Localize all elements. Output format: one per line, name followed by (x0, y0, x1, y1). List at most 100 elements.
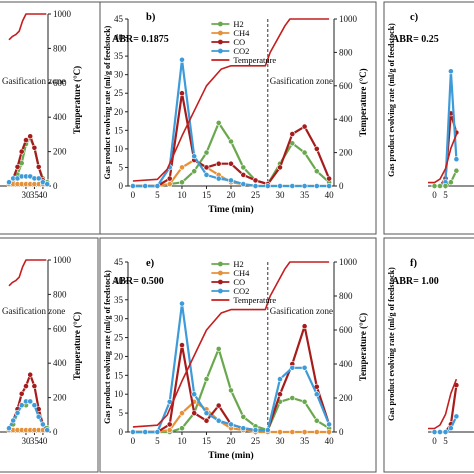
x-tick-label: 15 (202, 190, 212, 200)
data-point-co2 (142, 183, 149, 189)
x-tick-label: 20 (227, 190, 237, 200)
data-point-co2 (326, 421, 332, 428)
x-tick-label: 40 (38, 436, 48, 446)
data-point-h2 (453, 167, 460, 174)
legend-label: H2 (233, 259, 243, 269)
data-point-co (215, 402, 222, 409)
data-point-co2 (228, 177, 234, 184)
y2-tick-label: 200 (53, 393, 67, 403)
data-point-h2 (431, 183, 438, 189)
data-point-co2 (129, 183, 136, 189)
data-point-co (166, 421, 173, 428)
x-tick-label: 30 (276, 436, 286, 446)
data-point-co2 (313, 183, 320, 189)
data-point-co2 (453, 413, 460, 420)
legend-label: CO (233, 37, 245, 47)
data-point-co2 (203, 171, 210, 178)
y-tick-label: 30 (114, 314, 124, 324)
data-point-co2 (35, 413, 42, 420)
data-point-co2 (10, 417, 17, 424)
x-tick-label: 5 (443, 190, 448, 200)
legend-label: Temperature (233, 55, 276, 65)
y2-tick-label: 800 (53, 289, 67, 299)
data-point-ch4 (179, 164, 185, 171)
y-tick-label: 25 (114, 333, 124, 343)
x-tick-label: 10 (177, 190, 187, 200)
legend-label: CH4 (233, 268, 250, 278)
y-tick-label: 45 (114, 257, 124, 267)
legend-label: H2 (233, 19, 243, 29)
panel-letter: e) (146, 258, 155, 269)
x-axis-title: Time (min) (208, 204, 253, 215)
legend-label: Temperature (233, 295, 276, 305)
abr-label: ABR= 1.00 (392, 276, 439, 287)
data-point-co2 (179, 300, 185, 307)
panel-frame (383, 1, 474, 235)
series-line-temperature (428, 134, 458, 184)
x-tick-label: 40 (325, 436, 335, 446)
data-point-co2 (27, 398, 34, 405)
gasification-zone-label: Gasification zone (2, 306, 65, 316)
data-point-h2 (301, 398, 308, 405)
data-point-co (23, 137, 29, 143)
data-point-co (240, 171, 247, 178)
data-point-co (301, 123, 308, 130)
y2-tick-label: 800 (339, 291, 353, 301)
legend-marker (217, 279, 223, 285)
series-line-temperature (8, 13, 47, 41)
gasification-zone-label: Gasification zone (2, 76, 65, 86)
data-point-co2 (240, 425, 247, 432)
data-point-co2 (442, 429, 449, 435)
data-point-h2 (179, 425, 185, 432)
series-line-temperature (132, 18, 330, 182)
y2-tick-label: 600 (53, 78, 67, 88)
y-tick-label: 0 (119, 181, 124, 191)
data-point-co2 (215, 417, 222, 424)
panel-frame (99, 1, 377, 235)
data-point-co (277, 164, 283, 171)
data-point-h2 (228, 138, 234, 145)
panel-letter: f) (410, 258, 417, 269)
y2-tick-label: 1000 (339, 257, 358, 267)
data-point-ch4 (179, 410, 185, 416)
data-point-ch4 (166, 181, 173, 187)
data-point-h2 (240, 164, 247, 171)
data-point-co (301, 323, 308, 330)
x-tick-label: 40 (325, 190, 335, 200)
data-point-co2 (326, 183, 332, 189)
y-tick-label: 5 (119, 408, 124, 418)
legend-marker (217, 270, 223, 276)
data-point-h2 (313, 417, 320, 424)
y-axis-title: Gas product evolving rate (ml/g of feeds… (387, 267, 396, 421)
legend-label: CO (233, 277, 245, 287)
gasification-zone-label: Gasification zone (270, 306, 333, 316)
legend-marker (217, 21, 223, 27)
y2-tick-label: 400 (53, 358, 67, 368)
y2-axis-title: Temperature (°C) (358, 68, 368, 136)
data-point-co (289, 131, 296, 137)
y2-axis-title: Temperature (°C) (358, 313, 368, 381)
data-point-co2 (18, 402, 25, 409)
data-point-h2 (203, 149, 210, 156)
y-tick-label: 45 (114, 14, 124, 24)
data-point-co2 (264, 183, 271, 189)
data-point-co (27, 133, 34, 140)
y-tick-label: 15 (114, 370, 124, 380)
y-tick-label: 5 (119, 162, 124, 172)
y-tick-label: 35 (114, 51, 124, 61)
data-point-co2 (129, 429, 136, 435)
data-point-co (31, 383, 38, 389)
x-tick-label: 40 (38, 190, 48, 200)
y-tick-label: 10 (114, 144, 124, 154)
legend-marker (217, 48, 223, 54)
data-point-co (18, 390, 25, 397)
y-axis-title: Gas product evolving rate (ml/g of feeds… (387, 23, 396, 177)
y-tick-label: 25 (114, 88, 124, 98)
y2-tick-label: 0 (53, 427, 58, 437)
y2-tick-label: 1000 (339, 14, 358, 24)
data-point-co2 (313, 391, 320, 398)
data-point-h2 (191, 168, 198, 175)
